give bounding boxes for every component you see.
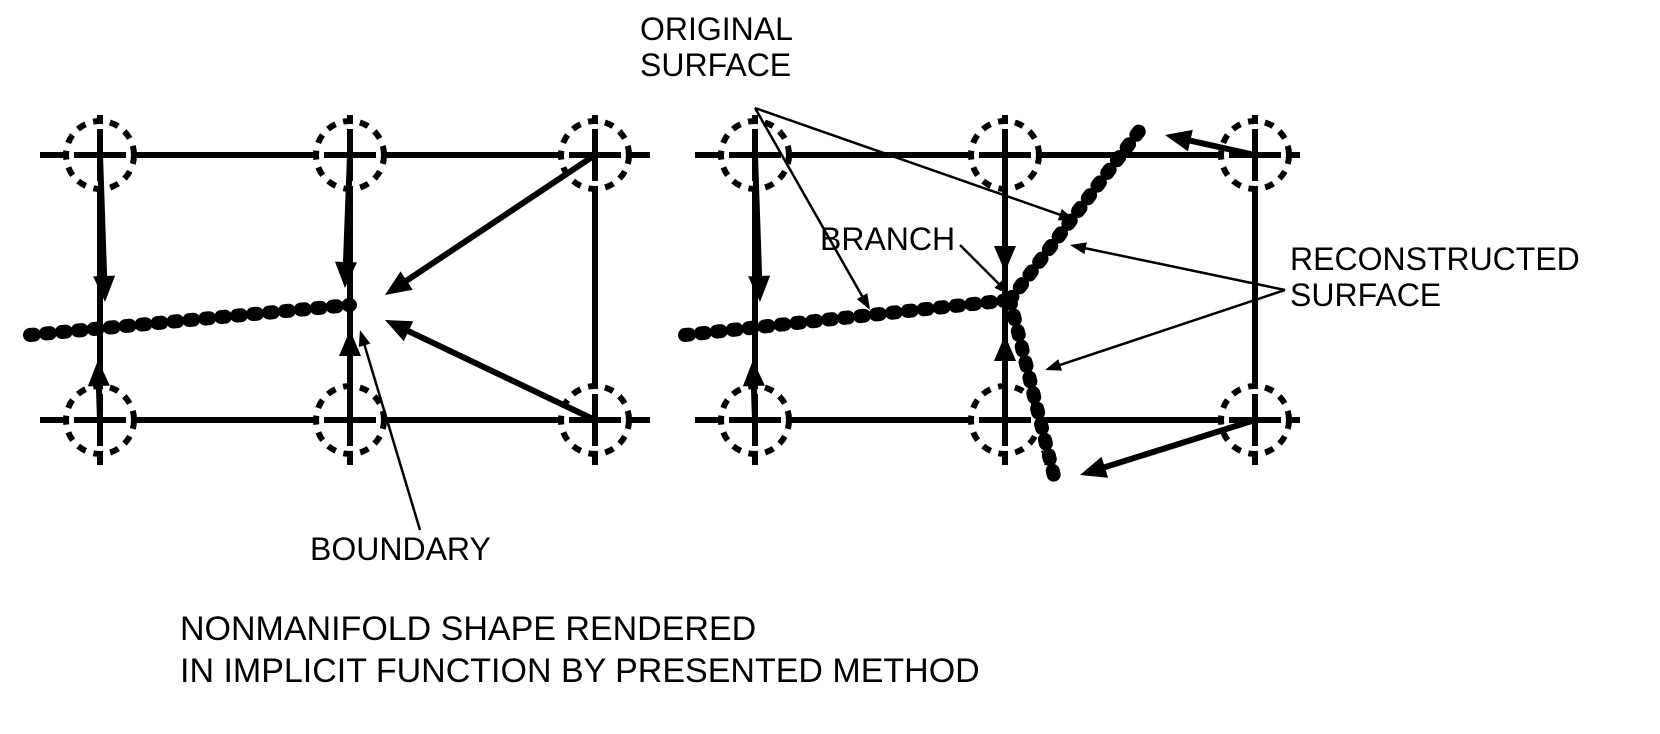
label-original-surface: ORIGINAL [640, 11, 793, 47]
caption: IN IMPLICIT FUNCTION BY PRESENTED METHOD [180, 652, 980, 690]
label-branch: BRANCH [820, 221, 955, 257]
left-panel [30, 115, 650, 530]
label-reconstructed-surface: SURFACE [1290, 277, 1441, 313]
label-original-surface: SURFACE [640, 47, 791, 83]
left-surface-path [30, 305, 350, 335]
label-reconstructed-surface: RECONSTRUCTED [1290, 241, 1580, 277]
caption: NONMANIFOLD SHAPE RENDERED [180, 610, 756, 648]
original-surface-path [685, 300, 1010, 335]
right-panel [685, 108, 1300, 480]
label-boundary: BOUNDARY [310, 531, 491, 567]
